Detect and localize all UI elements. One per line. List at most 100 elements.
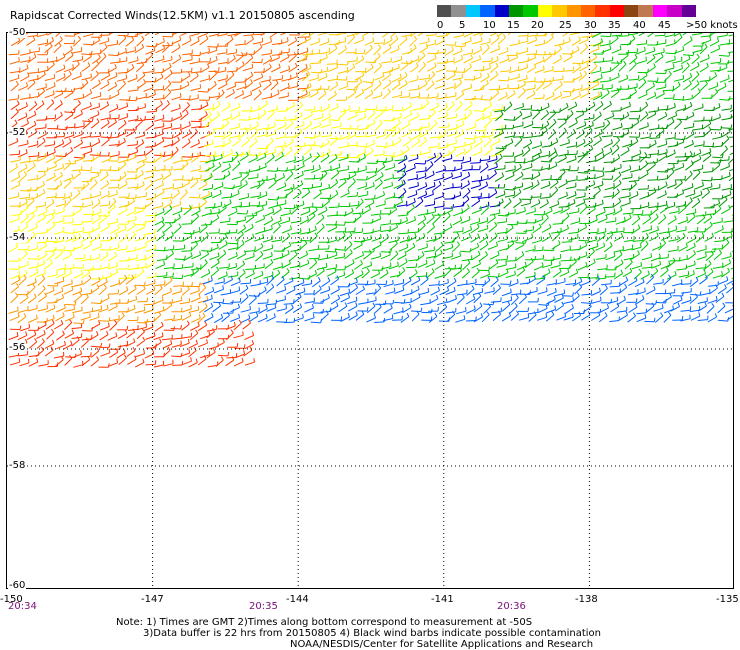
- wind-barb: [80, 82, 89, 90]
- wind-barb: [116, 60, 127, 63]
- wind-barb: [478, 228, 488, 233]
- wind-barb-tick: [449, 223, 453, 228]
- wind-barb-tick: [364, 148, 367, 153]
- wind-barb: [595, 211, 606, 217]
- wind-barb: [300, 94, 311, 99]
- wind-barb-tick: [501, 198, 504, 203]
- wind-barb: [710, 61, 721, 64]
- wind-barb: [393, 183, 404, 189]
- wind-barb: [622, 248, 633, 252]
- wind-barb-tick: [418, 276, 421, 281]
- wind-barb: [55, 56, 66, 63]
- wind-barb: [231, 176, 242, 181]
- wind-barb-tick: [420, 197, 424, 202]
- wind-barb: [708, 33, 716, 37]
- wind-barb: [336, 79, 347, 81]
- wind-barb-tick: [345, 76, 348, 81]
- wind-barb: [199, 78, 210, 82]
- wind-barb: [256, 156, 267, 162]
- wind-barb-tick: [620, 163, 622, 168]
- wind-barb-tick: [487, 201, 490, 206]
- wind-barb-tick: [409, 128, 412, 134]
- wind-barb: [63, 67, 74, 73]
- wind-barb: [667, 260, 676, 268]
- wind-barb-tick: [208, 130, 211, 135]
- wind-barb: [19, 253, 28, 262]
- wind-barb: [209, 255, 220, 261]
- wind-barb-tick: [272, 208, 275, 213]
- wind-barb-tick: [142, 160, 145, 165]
- scale-label: 0: [437, 20, 444, 31]
- wind-barb: [577, 244, 588, 251]
- wind-barb: [269, 33, 278, 38]
- wind-barb: [471, 76, 482, 81]
- wind-barb: [446, 116, 457, 120]
- wind-barb-tick: [44, 251, 48, 256]
- wind-barb: [35, 192, 46, 199]
- wind-barb: [156, 258, 167, 262]
- wind-barb-tick: [44, 269, 46, 274]
- wind-barb: [712, 248, 723, 250]
- wind-barb-tick: [259, 82, 262, 87]
- wind-barb-tick: [63, 269, 66, 274]
- wind-barb: [682, 98, 693, 101]
- wind-barb-tick: [127, 33, 129, 36]
- wind-barb-tick: [97, 171, 100, 176]
- wind-barb: [609, 76, 620, 82]
- wind-barb-tick: [385, 280, 388, 285]
- wind-barb-tick: [657, 225, 659, 231]
- wind-barb-tick: [83, 183, 85, 188]
- wind-barb-zone: [154, 203, 733, 280]
- wind-barb: [288, 66, 298, 73]
- wind-barb: [532, 249, 543, 252]
- wind-barb: [236, 86, 247, 91]
- wind-barb: [691, 201, 701, 209]
- wind-barb: [283, 280, 294, 286]
- wind-barb: [550, 257, 561, 261]
- wind-barb-tick: [46, 304, 49, 309]
- wind-barb-tick: [63, 246, 66, 251]
- wind-barb-tick: [638, 268, 642, 273]
- wind-barb: [309, 52, 320, 55]
- wind-barb: [222, 160, 233, 164]
- wind-barb: [19, 225, 29, 233]
- wind-barb-tick: [134, 153, 137, 158]
- wind-barb: [207, 46, 218, 48]
- wind-barb: [56, 267, 67, 271]
- wind-barb-tick: [125, 47, 127, 53]
- wind-barb-tick: [302, 278, 305, 283]
- wind-barb-tick: [290, 119, 294, 124]
- wind-barb: [338, 145, 349, 149]
- wind-barb: [493, 132, 504, 138]
- wind-barb: [190, 156, 200, 163]
- wind-barb-tick: [637, 214, 641, 219]
- wind-barb-tick: [194, 240, 199, 245]
- wind-barb-tick: [617, 154, 621, 159]
- wind-barb-tick: [99, 208, 102, 213]
- wind-barb-tick: [488, 117, 492, 121]
- wind-barb: [361, 238, 372, 242]
- wind-barb-tick: [561, 206, 563, 211]
- wind-barb: [264, 262, 274, 270]
- wind-barb: [90, 39, 100, 46]
- wind-barb-tick: [109, 154, 112, 159]
- wind-barb: [622, 212, 633, 215]
- wind-barb-tick: [540, 236, 543, 241]
- wind-barb-tick: [409, 102, 412, 107]
- wind-barb: [27, 234, 36, 243]
- wind-barb-tick: [349, 241, 353, 245]
- wind-barb-tick: [440, 241, 444, 246]
- wind-barb-tick: [501, 128, 504, 134]
- wind-barb-tick: [372, 109, 376, 114]
- wind-barb: [544, 95, 555, 101]
- wind-barb-tick: [196, 152, 200, 157]
- wind-barb: [327, 227, 337, 233]
- wind-barb-tick: [178, 223, 182, 228]
- wind-barb: [541, 227, 552, 233]
- wind-barb: [173, 226, 182, 234]
- wind-barb: [586, 208, 596, 215]
- wind-barb-tick: [286, 37, 289, 42]
- wind-barb-tick: [143, 131, 146, 136]
- wind-barb: [481, 279, 491, 287]
- wind-barb-tick: [77, 99, 81, 104]
